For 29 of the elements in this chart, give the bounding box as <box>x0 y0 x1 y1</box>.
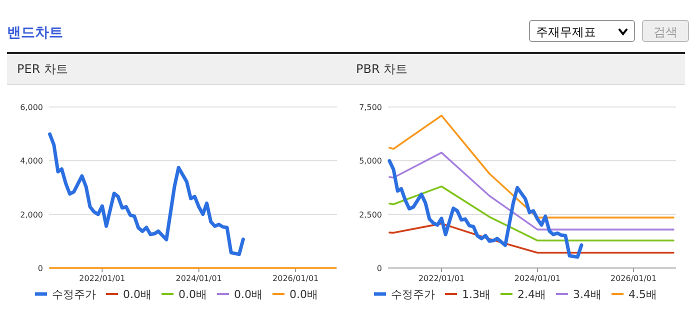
chart-title: PBR 차트 <box>346 54 685 85</box>
legend-label: 수정주가 <box>52 288 96 301</box>
text: 주재무제표 <box>529 20 635 42</box>
legend-label: 0.0배 <box>290 288 318 301</box>
text: 밴드차트 <box>7 24 63 42</box>
legend-label: 1.3배 <box>462 288 490 301</box>
y-tick-label: 2,500 <box>359 210 382 220</box>
chart-title: PER 차트 <box>7 54 346 85</box>
y-tick-label: 2,000 <box>20 210 43 220</box>
x-tick-label: 2022/01/01 <box>418 274 465 283</box>
legend-label: 4.5배 <box>628 288 657 301</box>
x-tick-label: 2026/01/01 <box>272 274 319 283</box>
y-tick-label: 6,000 <box>20 103 43 112</box>
legend-label: 0.0배 <box>178 288 207 301</box>
legend-label: 0.0배 <box>234 288 262 301</box>
legend-label: 2.4배 <box>518 288 546 301</box>
x-tick-label: 2022/01/01 <box>79 274 126 283</box>
y-tick-label: 5,000 <box>359 156 382 166</box>
y-tick-label: 0 <box>38 264 43 273</box>
y-tick-label: 0 <box>376 264 382 273</box>
y-tick-label: 7,500 <box>359 103 382 112</box>
legend-label: 0.0배 <box>123 288 152 301</box>
x-tick-label: 2024/01/01 <box>514 274 561 283</box>
legend-label: 3.4배 <box>573 288 602 301</box>
x-tick-label: 2024/01/01 <box>176 274 222 283</box>
x-tick-label: 2026/01/01 <box>610 274 657 283</box>
text: 검색 <box>642 20 689 42</box>
y-tick-label: 4,000 <box>20 156 43 166</box>
legend-label: 수정주가 <box>391 288 435 301</box>
